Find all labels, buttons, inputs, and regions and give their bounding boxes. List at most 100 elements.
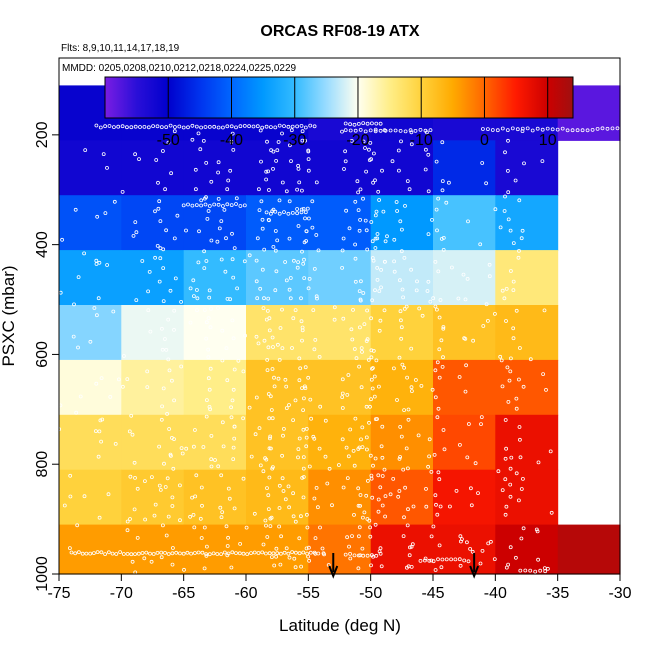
data-point [437,347,442,352]
data-point [431,559,436,564]
data-point [280,346,285,351]
data-point [454,488,459,493]
data-point [74,410,79,415]
data-point [580,128,585,133]
data-point [426,279,431,284]
data-point [340,377,345,382]
data-point [153,255,158,260]
data-point [407,545,412,550]
data-point [99,439,103,444]
data-point [370,298,375,303]
data-point [88,339,93,344]
data-point [253,432,258,437]
data-point [511,279,516,284]
data-point [466,422,471,426]
data-point [188,320,193,325]
data-point [306,168,311,173]
data-point [306,375,311,380]
data-point [369,348,374,353]
data-point [103,552,107,556]
data-point [172,129,177,134]
data-point [275,238,280,243]
data-point [181,203,186,208]
data-point [258,128,263,133]
data-point [181,551,186,556]
data-point [313,536,318,540]
data-point [383,514,388,519]
data-point [255,236,260,241]
data-point [344,445,349,450]
data-point [307,464,312,469]
heatmap-cell [121,305,185,361]
data-point [263,456,268,461]
data-point [395,398,399,402]
data-point [300,138,305,143]
colorbar-tick-label: -20 [346,132,369,149]
data-point [463,297,468,302]
data-point [209,464,214,469]
data-point [375,232,380,236]
data-point [301,261,306,266]
data-point [299,319,304,324]
data-point [370,366,374,371]
data-point [220,420,225,425]
data-point [530,128,535,133]
data-point [518,437,522,442]
data-point [225,378,230,383]
data-point [434,502,438,507]
data-point [542,308,547,313]
data-point [351,448,356,453]
data-point [418,127,423,132]
data-point [302,240,307,245]
data-point [129,552,134,557]
x-tick-label: -65 [172,585,195,602]
data-point [340,248,345,253]
data-point [296,224,301,228]
data-point [440,557,445,562]
heatmap-cell [370,250,434,306]
data-point [226,486,231,491]
data-point [540,159,545,164]
data-point [528,568,533,573]
data-point [397,278,402,283]
data-point [193,187,198,192]
data-point [163,551,167,555]
data-point [190,495,195,500]
data-point [356,566,361,571]
data-point [504,504,509,509]
data-point [360,425,365,430]
data-point [426,464,431,469]
data-point [277,506,282,510]
data-point [405,179,410,184]
data-point [162,461,166,466]
data-point [263,551,268,556]
data-point [498,354,503,359]
data-point [357,325,362,330]
data-point [204,320,209,325]
data-point [314,180,319,185]
data-point [140,551,145,555]
data-point [149,559,154,564]
data-point [396,494,401,499]
data-point [247,124,252,129]
data-point [490,128,495,132]
data-point [153,209,157,214]
data-point [517,377,521,382]
data-point [192,551,197,555]
data-point [199,203,204,208]
data-point [286,211,291,216]
data-point [365,478,370,483]
data-point [202,249,207,254]
data-point [151,124,156,128]
data-point [327,466,332,471]
data-point [290,346,294,350]
data-point [224,236,228,241]
data-point [453,557,458,562]
data-point [518,568,523,573]
data-point [226,535,231,540]
data-point [374,358,379,363]
data-point [377,328,382,333]
data-point [260,217,265,222]
data-point [290,124,295,129]
data-point [287,505,292,510]
